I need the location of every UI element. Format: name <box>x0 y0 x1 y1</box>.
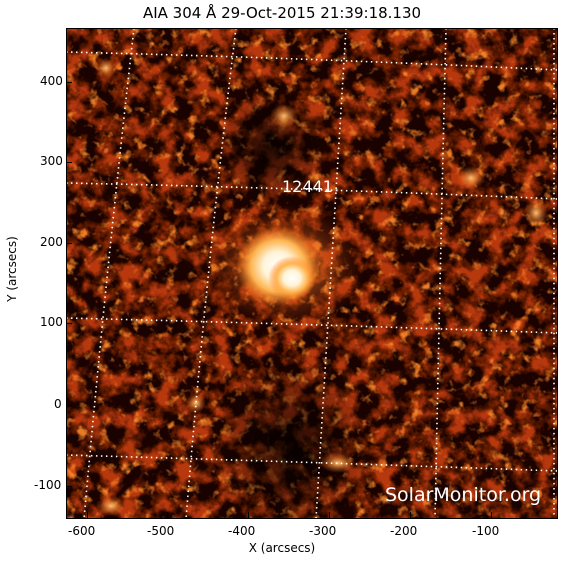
y-tick-label: 100 <box>40 315 63 329</box>
grid-longitude-line <box>83 28 135 519</box>
y-tick-label: 0 <box>54 397 62 411</box>
solar-image <box>66 28 558 519</box>
grid-latitude-line <box>66 317 558 334</box>
x-tick-mark <box>329 512 330 518</box>
y-tick-mark <box>66 243 72 244</box>
grid-latitude-line <box>66 182 558 200</box>
heliographic-grid <box>66 28 558 519</box>
x-tick-mark <box>167 512 168 518</box>
bright-point <box>270 104 298 128</box>
grid-longitude-line <box>315 28 347 519</box>
y-tick-mark <box>66 323 72 324</box>
grid-longitude-line <box>434 28 447 519</box>
y-tick-label: -100 <box>34 478 62 492</box>
solar-image-svg <box>66 28 558 519</box>
y-tick-mark <box>66 162 72 163</box>
x-tick-mark <box>491 512 492 518</box>
bright-point <box>320 453 356 473</box>
y-tick-label: 400 <box>40 74 63 88</box>
x-tick-label: -600 <box>68 524 96 538</box>
grid-latitude-line <box>66 51 558 71</box>
x-tick-label: -400 <box>228 524 256 538</box>
grid-longitude-line <box>185 28 237 519</box>
x-tick-mark <box>87 512 88 518</box>
active-region-core-2 <box>268 256 316 300</box>
y-tick-mark <box>66 405 72 406</box>
bright-point <box>524 199 548 227</box>
bright-point <box>457 166 485 190</box>
x-tick-mark <box>410 512 411 518</box>
y-tick-mark <box>66 82 72 83</box>
y-tick-label: 200 <box>40 235 63 249</box>
y-axis-label: Y (arcsecs) <box>5 236 19 302</box>
watermark: SolarMonitor.org <box>385 484 542 506</box>
x-tick-mark <box>248 512 249 518</box>
image-title: AIA 304 Å 29-Oct-2015 21:39:18.130 <box>142 4 422 22</box>
x-tick-label: -100 <box>472 524 500 538</box>
x-tick-label: -300 <box>309 524 337 538</box>
bright-point <box>97 496 125 516</box>
x-tick-label: -500 <box>147 524 175 538</box>
bright-point <box>96 58 116 78</box>
grid-latitude-line <box>66 454 558 472</box>
y-tick-mark <box>66 486 72 487</box>
y-tick-label: 300 <box>40 154 63 168</box>
x-tick-label: -200 <box>390 524 418 538</box>
active-region-label: 12441 <box>282 177 333 196</box>
x-axis-label: X (arcsecs) <box>248 541 316 555</box>
dark-region <box>211 358 371 519</box>
bright-point <box>186 393 206 413</box>
dark-region-upper <box>216 88 326 208</box>
